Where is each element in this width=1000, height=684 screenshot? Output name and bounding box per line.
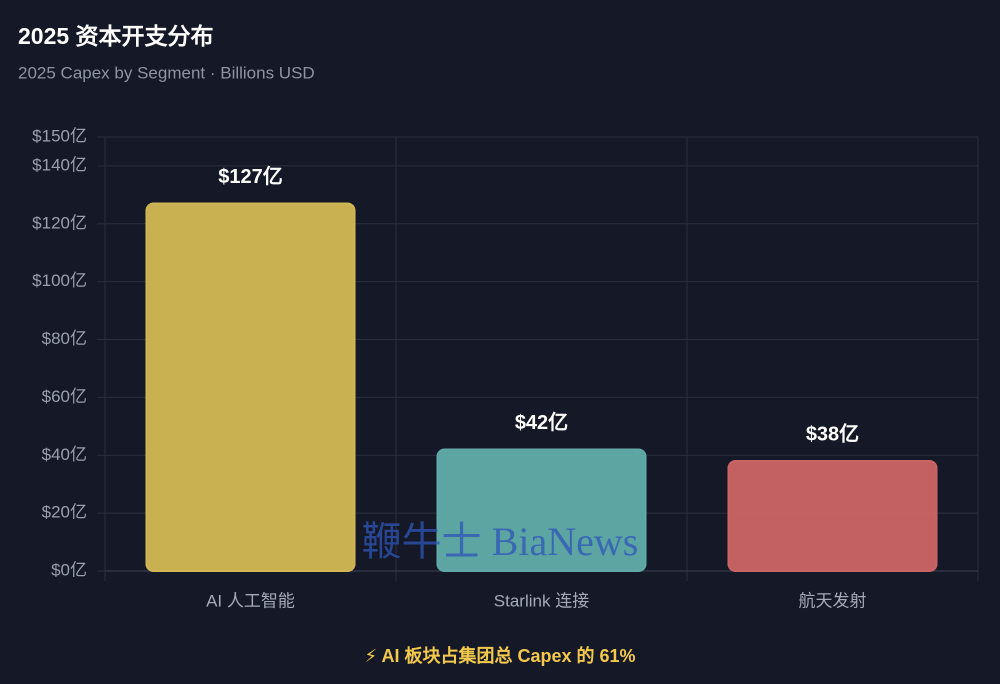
value-label: $38亿 [806,421,859,445]
y-tick-label: $140亿 [32,155,87,174]
x-tick-label: AI 人工智能 [206,591,295,610]
value-label: $127亿 [218,164,283,188]
y-tick-label: $0亿 [51,560,87,579]
y-tick-label: $120亿 [32,213,87,232]
y-tick-label: $40亿 [42,445,87,464]
y-tick-label: $60亿 [42,387,87,406]
x-tick-label: Starlink 连接 [494,591,589,610]
y-tick-label: $100亿 [32,271,87,290]
chart-title: 2025 资本开支分布 [18,23,214,49]
bar [727,460,938,573]
y-tick-label: $150亿 [32,126,87,145]
y-tick-label: $80亿 [42,329,87,348]
note: ⚡ AI 板块占集团总 Capex 的 61% [364,645,635,666]
x-tick-label: 航天发射 [799,591,867,610]
y-tick-label: $20亿 [42,503,87,522]
watermark: 鞭牛士 BiaNews [362,519,639,564]
bar [436,448,647,573]
bar [145,202,356,572]
value-label: $42亿 [515,410,568,434]
chart-subtitle: 2025 Capex by Segment · Billions USD [18,63,315,82]
